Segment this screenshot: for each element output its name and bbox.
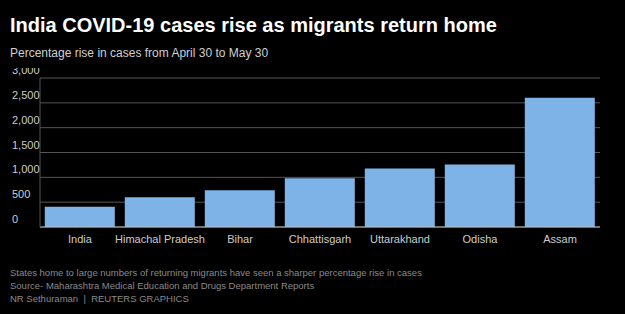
svg-text:1,000: 1,000 [12, 163, 40, 175]
html-text:States home to large numbers o: States home to large numbers of returnin… [10, 267, 422, 278]
html-text:India COVID-19 cases rise as m: India COVID-19 cases rise as migrants re… [10, 14, 497, 36]
html-text:NR Sethuraman | REUTERS GRAPHI: NR Sethuraman | REUTERS GRAPHICS [10, 293, 189, 304]
svg-text:India: India [68, 233, 93, 245]
svg-text:2,000: 2,000 [12, 114, 40, 126]
svg-text:Assam: Assam [543, 233, 577, 245]
svg-text:Odisha: Odisha [463, 233, 499, 245]
svg-text:0: 0 [12, 213, 18, 225]
svg-text:Uttarakhand: Uttarakhand [370, 233, 430, 245]
svg-text:Himachal Pradesh: Himachal Pradesh [115, 233, 205, 245]
html-text:Source- Maharashtra Medical Ed: Source- Maharashtra Medical Education an… [10, 280, 315, 291]
svg-text:Bihar: Bihar [227, 233, 253, 245]
svg-text:2,500: 2,500 [12, 89, 40, 101]
svg-text:Chhattisgarh: Chhattisgarh [289, 233, 351, 245]
html-text:Percentage rise in cases from: Percentage rise in cases from April 30 t… [10, 46, 269, 60]
svg-text:500: 500 [12, 188, 30, 200]
svg-text:1,500: 1,500 [12, 139, 40, 151]
svg-text:3,000: 3,000 [12, 68, 40, 76]
